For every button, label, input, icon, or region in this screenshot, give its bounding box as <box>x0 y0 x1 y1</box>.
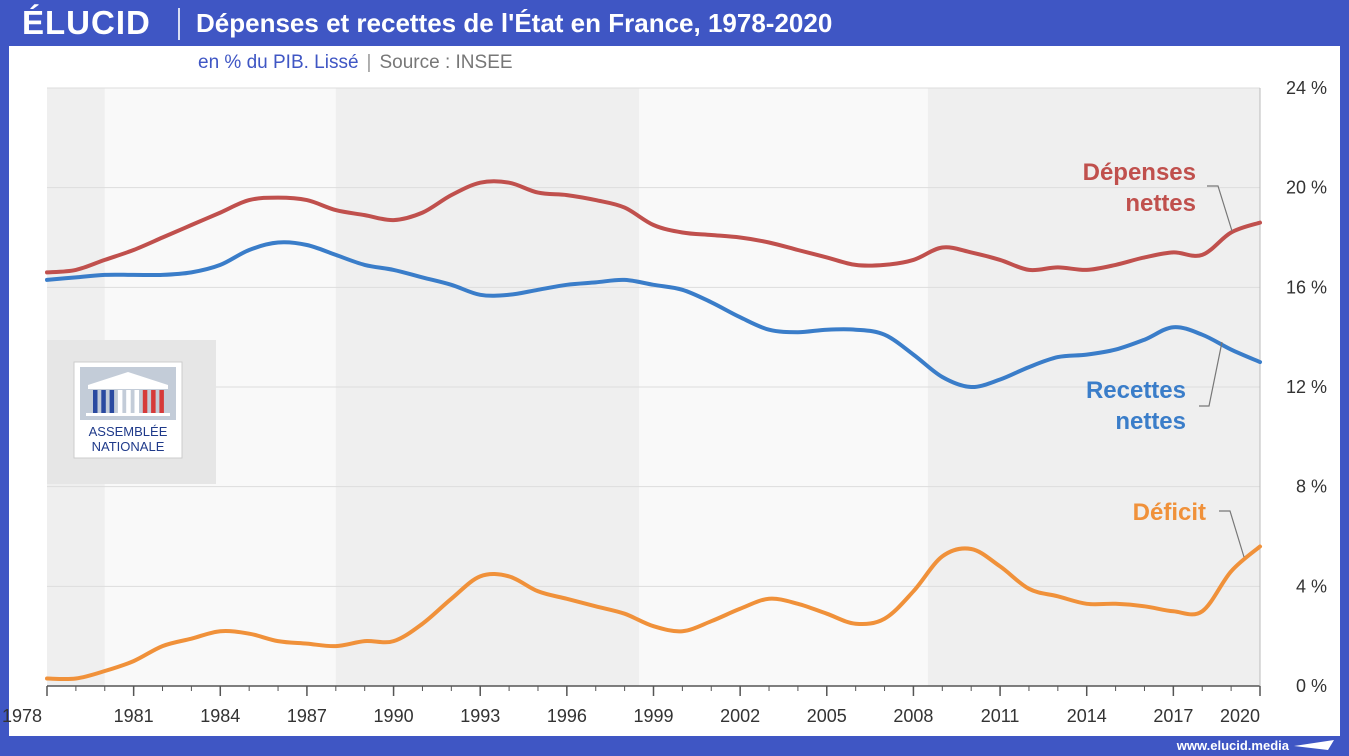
leader-line-deficit <box>1219 510 1245 558</box>
x-tick-label: 1993 <box>460 706 500 726</box>
y-tick-label: 8 % <box>1296 477 1327 497</box>
series-label-recettes: Recettes <box>1086 377 1186 404</box>
footer-url[interactable]: www.elucid.media <box>1176 738 1289 753</box>
assemblee-nationale-logo: ASSEMBLÉE NATIONALE <box>47 340 216 484</box>
y-tick-label: 16 % <box>1286 277 1327 297</box>
x-tick-label: 2008 <box>893 706 933 726</box>
building-column <box>151 390 156 413</box>
series-lines <box>45 179 1262 682</box>
x-tick-label: 1981 <box>114 706 154 726</box>
y-tick-label: 20 % <box>1286 178 1327 198</box>
x-axis: 1978 1981 1984 1987 1990 1993 1996 1999 2002 2005… <box>2 686 1261 726</box>
series-label-depenses: nettes <box>1125 190 1196 217</box>
series-label-depenses: Dépenses <box>1083 159 1196 186</box>
series-line-depenses <box>45 179 1262 275</box>
x-tick-label: 1987 <box>287 706 327 726</box>
header-bar <box>0 0 1349 46</box>
x-tick-label: 2002 <box>720 706 760 726</box>
building-column <box>134 390 139 413</box>
x-tick-label: 2020 <box>1220 706 1260 726</box>
series-label-deficit: Déficit <box>1133 499 1206 526</box>
building-column <box>117 390 123 413</box>
leader-line-recettes <box>1199 341 1223 407</box>
x-tick-label: 1990 <box>374 706 414 726</box>
source-label: Source : INSEE <box>379 52 513 73</box>
series-line-recettes <box>45 240 1262 390</box>
x-tick-label: 1984 <box>200 706 240 726</box>
building-column <box>109 390 115 413</box>
building-column <box>142 390 148 413</box>
leader-line-depenses <box>1207 185 1233 232</box>
y-tick-label: 0 % <box>1296 676 1327 696</box>
x-tick-label: 2005 <box>807 706 847 726</box>
y-tick-label: 24 % <box>1286 78 1327 98</box>
unit-label: en % du PIB. Lissé <box>198 52 359 73</box>
brand-arrow-icon <box>1294 740 1334 750</box>
x-tick-label: 1996 <box>547 706 587 726</box>
y-axis-labels: 0 % 4 % 8 % 12 % 16 % 20 % 24 % <box>1286 78 1327 696</box>
chart-subtitle: en % du PIB. Lissé | Source : INSEE <box>198 52 513 74</box>
footer-bar <box>0 736 1349 756</box>
logo-text-line2: NATIONALE <box>92 439 165 454</box>
x-tick-label: 1978 <box>2 706 42 726</box>
header-divider <box>178 8 180 40</box>
building-column <box>101 390 106 413</box>
building-columns-icon <box>93 390 164 413</box>
brand-logo[interactable]: ÉLUCID <box>22 4 151 41</box>
building-column <box>93 390 98 413</box>
building-entablature-icon <box>88 385 168 389</box>
building-base-icon <box>86 413 170 416</box>
series-label-recettes: nettes <box>1115 408 1186 435</box>
building-column <box>126 390 131 413</box>
subtitle-separator: | <box>366 52 372 73</box>
building-column <box>159 390 164 413</box>
x-tick-label: 2011 <box>981 706 1020 726</box>
x-tick-label: 2017 <box>1153 706 1193 726</box>
logo-text-line1: ASSEMBLÉE <box>89 424 168 439</box>
x-tick-label: 1999 <box>633 706 673 726</box>
x-tick-label: 2014 <box>1067 706 1107 726</box>
building-pediment-icon <box>88 372 168 385</box>
chart-title: Dépenses et recettes de l'État en France… <box>196 8 833 38</box>
series-labels: Dépenses nettes Recettes nettes Déficit <box>1083 159 1245 558</box>
y-tick-label: 12 % <box>1286 377 1327 397</box>
series-line-deficit <box>45 544 1262 682</box>
y-tick-label: 4 % <box>1296 576 1327 596</box>
